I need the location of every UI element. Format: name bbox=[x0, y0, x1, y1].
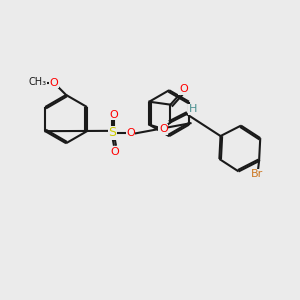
Text: O: O bbox=[49, 78, 58, 88]
Text: Br: Br bbox=[250, 169, 263, 179]
Text: CH₃: CH₃ bbox=[28, 77, 46, 87]
Text: O: O bbox=[179, 84, 188, 94]
Text: O: O bbox=[111, 147, 119, 157]
Text: O: O bbox=[126, 128, 135, 138]
Text: H: H bbox=[189, 104, 197, 114]
Text: O: O bbox=[109, 110, 118, 120]
Text: S: S bbox=[108, 126, 116, 140]
Text: O: O bbox=[159, 124, 168, 134]
